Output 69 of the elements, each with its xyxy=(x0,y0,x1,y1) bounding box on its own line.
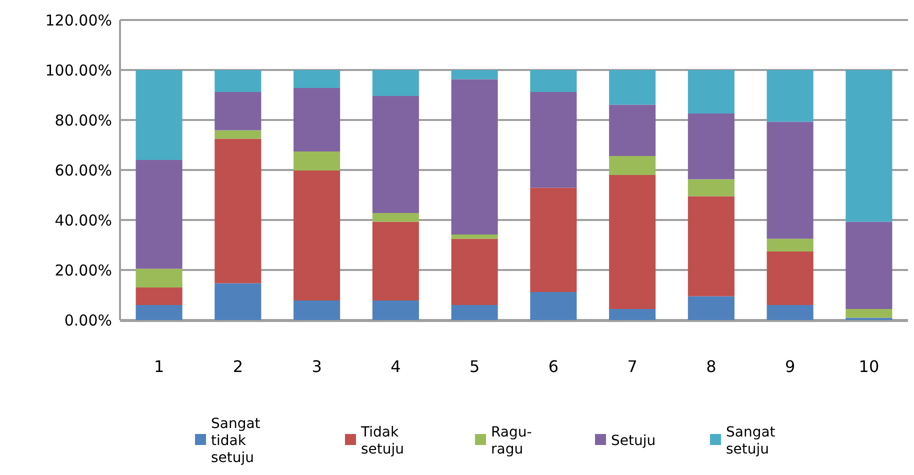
legend-label: Tidak setuju xyxy=(360,424,404,458)
bar xyxy=(766,122,814,239)
bar xyxy=(688,196,734,296)
bar xyxy=(451,238,498,305)
bar xyxy=(609,175,656,309)
x-tick-label: 8 xyxy=(706,357,716,376)
bar xyxy=(451,70,498,80)
bar xyxy=(846,222,892,309)
bar xyxy=(451,234,498,239)
bar xyxy=(136,288,182,305)
bar xyxy=(136,160,182,269)
bar xyxy=(294,152,340,170)
bar xyxy=(609,70,656,105)
bar xyxy=(136,70,182,160)
bar xyxy=(372,222,419,300)
legend-label: Sangat tidak setuju xyxy=(211,416,261,466)
bar xyxy=(372,300,419,320)
bar xyxy=(688,296,734,320)
y-tick-label: 40.00% xyxy=(54,211,112,230)
bar xyxy=(372,213,419,222)
y-tick-label: 100.00% xyxy=(45,61,112,80)
bar xyxy=(609,309,656,320)
bar xyxy=(530,92,577,188)
bar xyxy=(530,292,577,320)
bar xyxy=(136,268,182,288)
bar xyxy=(214,283,262,320)
bar xyxy=(451,79,498,234)
x-tick-label: 4 xyxy=(390,357,401,376)
bar xyxy=(688,114,734,180)
bar xyxy=(294,70,340,88)
bar xyxy=(136,305,182,320)
y-tick-label: 120.00% xyxy=(45,11,112,30)
bar xyxy=(530,70,577,92)
bar xyxy=(214,92,262,130)
bar xyxy=(530,188,577,292)
bar xyxy=(214,138,262,284)
x-tick-label: 7 xyxy=(627,357,638,376)
bar xyxy=(451,305,498,320)
bar xyxy=(609,156,656,175)
x-tick-label: 5 xyxy=(469,357,480,376)
bar xyxy=(294,88,340,152)
bar xyxy=(372,96,419,213)
bar xyxy=(846,309,892,318)
y-tick-label: 60.00% xyxy=(54,161,112,180)
x-tick-label: 3 xyxy=(312,357,322,376)
y-tick-label: 80.00% xyxy=(54,111,112,130)
bar xyxy=(214,70,262,92)
bar xyxy=(766,305,814,320)
bar xyxy=(766,238,814,252)
bar xyxy=(688,70,734,114)
y-tick-label: 20.00% xyxy=(54,261,112,280)
bar xyxy=(294,300,340,320)
bar xyxy=(214,130,262,139)
bar xyxy=(766,70,814,122)
bar xyxy=(294,170,340,300)
legend-label: Sangat setuju xyxy=(726,424,776,458)
bar xyxy=(688,179,734,196)
legend-label: Ragu-ragu xyxy=(491,424,532,458)
y-tick-label: 0.00% xyxy=(64,311,112,330)
x-tick-label: 9 xyxy=(784,357,796,376)
x-tick-label: 10 xyxy=(858,357,880,376)
x-tick-label: 6 xyxy=(548,357,559,376)
x-tick-label: 2 xyxy=(232,357,244,376)
bar xyxy=(609,104,656,156)
bar xyxy=(846,70,892,222)
x-tick-label: 1 xyxy=(154,357,164,376)
legend-label: Setuju xyxy=(611,433,656,449)
bar xyxy=(372,70,419,96)
bar xyxy=(766,252,814,305)
